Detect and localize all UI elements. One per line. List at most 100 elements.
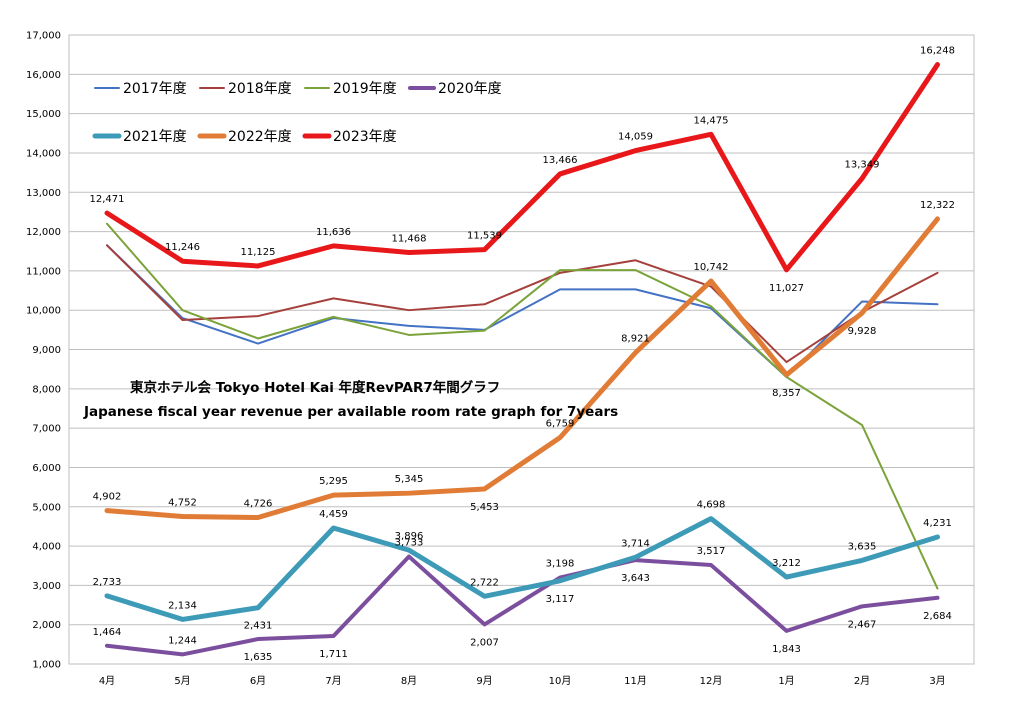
data-label: 1,711: [319, 649, 348, 660]
data-label: 4,726: [244, 499, 273, 510]
data-label: 3,643: [621, 573, 650, 584]
data-label: 14,475: [694, 115, 729, 126]
data-label: 3,733: [395, 538, 424, 549]
series-line: [104, 62, 940, 273]
y-tick-label: 11,000: [26, 266, 61, 277]
data-label: 3,212: [772, 558, 801, 569]
legend-label: 2022年度: [228, 129, 292, 145]
x-tick-label: 12月: [700, 675, 723, 687]
data-label: 2,467: [848, 619, 877, 630]
data-label: 8,921: [621, 334, 650, 345]
legend-label: 2020年度: [438, 81, 502, 97]
data-label: 13,349: [845, 160, 880, 171]
chart-title: 東京ホテル会 Tokyo Hotel Kai 年度RevPAR7年間グラフ: [130, 379, 500, 396]
y-tick-label: 7,000: [32, 424, 61, 435]
y-tick-label: 2,000: [32, 620, 61, 631]
series-line: [106, 222, 939, 590]
y-tick-label: 13,000: [26, 188, 61, 199]
x-tick-label: 6月: [250, 675, 266, 687]
x-tick-label: 7月: [325, 675, 341, 687]
data-label: 11,468: [392, 233, 427, 244]
data-label: 11,636: [316, 227, 351, 238]
series-line: [106, 244, 939, 364]
data-label: 3,714: [621, 538, 650, 549]
legend-label: 2023年度: [333, 129, 397, 145]
y-tick-label: 14,000: [26, 148, 61, 159]
legend-label: 2018年度: [228, 81, 292, 97]
data-label: 4,698: [697, 500, 726, 511]
data-label: 4,231: [923, 518, 952, 529]
x-tick-label: 1月: [778, 675, 794, 687]
data-label: 6,759: [546, 419, 575, 430]
data-label: 9,928: [848, 326, 877, 337]
data-label: 12,322: [920, 200, 955, 211]
data-label: 10,742: [694, 262, 729, 273]
data-label: 1,635: [244, 652, 273, 663]
data-label: 3,635: [848, 541, 877, 552]
data-label: 3,198: [546, 559, 575, 570]
data-label: 3,517: [697, 546, 726, 557]
y-tick-label: 16,000: [26, 70, 61, 81]
series-line: [104, 216, 940, 521]
y-tick-label: 6,000: [32, 463, 61, 474]
y-tick-label: 4,000: [32, 542, 61, 553]
data-label: 2,733: [93, 577, 122, 588]
data-labels: 1,464 1,244 1,635 1,711 3,733 2,007 3,198 3,643…: [90, 46, 956, 663]
data-label: 4,459: [319, 509, 348, 520]
x-tick-label: 10月: [549, 675, 572, 687]
data-label: 4,902: [93, 492, 122, 503]
gridlines: [69, 34, 974, 665]
y-tick-label: 15,000: [26, 109, 61, 120]
x-tick-label: 5月: [174, 675, 190, 687]
data-label: 1,244: [168, 635, 197, 646]
y-tick-label: 3,000: [32, 581, 61, 592]
y-tick-label: 5,000: [32, 502, 61, 513]
data-label: 2,134: [168, 600, 197, 611]
data-label: 11,539: [467, 231, 502, 242]
data-label: 13,466: [543, 155, 578, 166]
x-axis-ticks: 4月 5月 6月 7月 8月 9月 10月 11月 12月 1月 2月 3月: [99, 675, 946, 687]
x-tick-label: 8月: [401, 675, 417, 687]
legend-label: 2021年度: [123, 129, 187, 145]
data-label: 1,843: [772, 644, 801, 655]
x-tick-label: 9月: [476, 675, 492, 687]
data-label: 5,295: [319, 476, 348, 487]
legend-label: 2019年度: [333, 81, 397, 97]
data-label: 11,027: [769, 283, 804, 294]
series-line: [105, 554, 940, 657]
data-label: 2,007: [470, 637, 499, 648]
y-tick-label: 12,000: [26, 227, 61, 238]
data-label: 5,453: [470, 502, 499, 513]
series-line: [104, 516, 940, 622]
data-label: 2,722: [470, 577, 499, 588]
data-label: 2,431: [244, 621, 273, 632]
data-label: 4,752: [168, 497, 197, 508]
data-label: 3,117: [546, 594, 575, 605]
data-label: 3,896: [395, 531, 424, 542]
y-tick-label: 17,000: [26, 31, 61, 42]
y-tick-label: 1,000: [32, 660, 61, 671]
x-tick-label: 3月: [929, 675, 945, 687]
y-axis-ticks: 1,000 2,000 3,000 4,000 5,000 6,000 7,000 8,000…: [26, 31, 61, 671]
data-label: 16,248: [920, 46, 955, 57]
legend: 2017年度 2018年度 2019年度 2020年度 2021年度 2022年度 2023…: [92, 81, 502, 145]
y-tick-label: 10,000: [26, 306, 61, 317]
y-tick-label: 8,000: [32, 384, 61, 395]
x-tick-label: 4月: [99, 675, 115, 687]
series-lines: [104, 62, 940, 657]
data-label: 11,246: [165, 242, 200, 253]
data-label: 1,464: [93, 627, 122, 638]
data-label: 8,357: [772, 388, 801, 399]
chart-subtitle: Japanese fiscal year revenue per availab…: [83, 404, 618, 420]
y-tick-label: 9,000: [32, 345, 61, 356]
x-tick-label: 2月: [854, 675, 870, 687]
data-label: 2,684: [923, 611, 952, 622]
data-label: 12,471: [90, 194, 125, 205]
data-label: 5,345: [395, 474, 424, 485]
x-tick-label: 11月: [624, 675, 647, 687]
data-label: 11,125: [241, 247, 276, 258]
data-label: 14,059: [618, 132, 653, 143]
legend-label: 2017年度: [123, 81, 187, 97]
